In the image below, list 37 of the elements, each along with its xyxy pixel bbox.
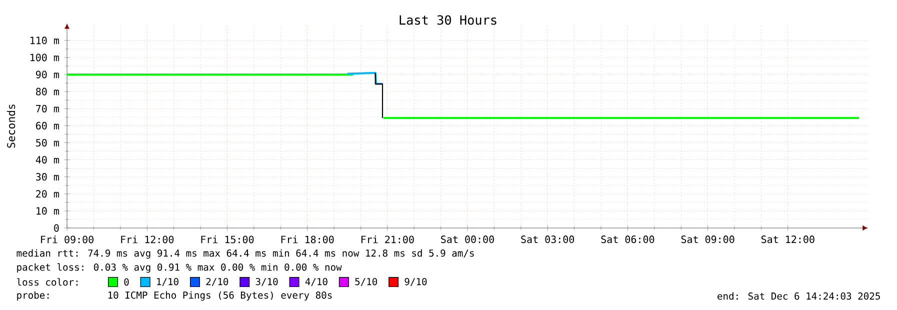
y-tick-label: 60 m [36,122,59,130]
legend-label: 1/10 [157,278,178,286]
x-tick-label: Fri 21:00 [361,236,414,244]
legend-label: 9/10 [404,278,427,286]
legend-label: 2/10 [206,278,228,286]
x-tick-label: Sat 09:00 [681,236,734,244]
text: 10 ICMP Echo Pings (56 Bytes) every 80s [108,291,332,301]
legend-label: 3/10 [256,278,278,286]
y-tick-label: 0 [54,224,59,232]
y-tick-label: 110 m [30,36,59,44]
x-tick-label: Sat 12:00 [761,236,814,244]
legend-label: 4/10 [305,278,328,286]
x-tick-label: Fri 12:00 [121,236,174,244]
text: median rtt: 74.9 ms avg 91.4 ms max 64.4 ms min 64.4 ms now 12.8 ms sd 5.9 am/s [16,249,474,259]
x-tick-label: Fri 09:00 [41,236,94,244]
y-tick-label: 70 m [36,104,59,112]
y-tick-label: 100 m [30,54,59,62]
legend-title: loss color: [17,278,78,286]
y-tick-label: 90 m [36,70,59,78]
legend-label: 5/10 [355,278,378,286]
x-tick-label: Sat 00:00 [441,236,494,244]
y-tick-label: 30 m [36,173,59,181]
x-tick-label: Sat 03:00 [521,236,574,244]
x-tick-label: Fri 18:00 [281,236,334,244]
y-tick-label: 20 m [36,190,59,198]
legend-label: 0 [124,278,129,286]
y-tick-label: 10 m [36,207,59,215]
y-tick-label: 40 m [36,156,59,164]
text: packet loss: 0.03 % avg 0.91 % max 0.00 % min 0.00 % now [17,263,342,273]
y-tick-label: 80 m [36,88,59,96]
y-tick-label: 50 m [36,138,59,147]
x-tick-label: Sat 06:00 [601,236,654,244]
text: end: Sat Dec 6 14:24:03 2025 [718,292,880,300]
chart-title: Last 30 Hours [400,15,496,25]
x-tick-label: Fri 15:00 [201,236,254,244]
text: probe: [17,291,49,301]
y-axis-title: Seconds [6,104,16,148]
